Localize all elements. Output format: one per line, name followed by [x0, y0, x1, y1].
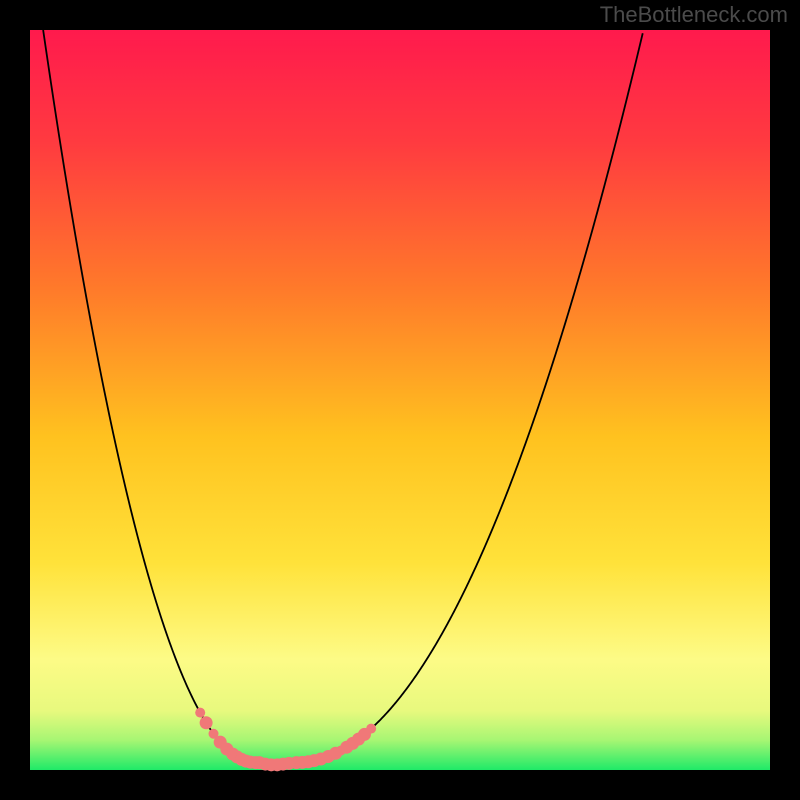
watermark-text: TheBottleneck.com	[600, 2, 788, 27]
marker-dot	[366, 724, 376, 734]
chart-svg: TheBottleneck.com	[0, 0, 800, 800]
plot-background-gradient	[30, 30, 770, 770]
chart-root: TheBottleneck.com	[0, 0, 800, 800]
marker-dot	[200, 716, 213, 729]
marker-dot	[195, 708, 205, 718]
marker-dot	[283, 757, 296, 770]
